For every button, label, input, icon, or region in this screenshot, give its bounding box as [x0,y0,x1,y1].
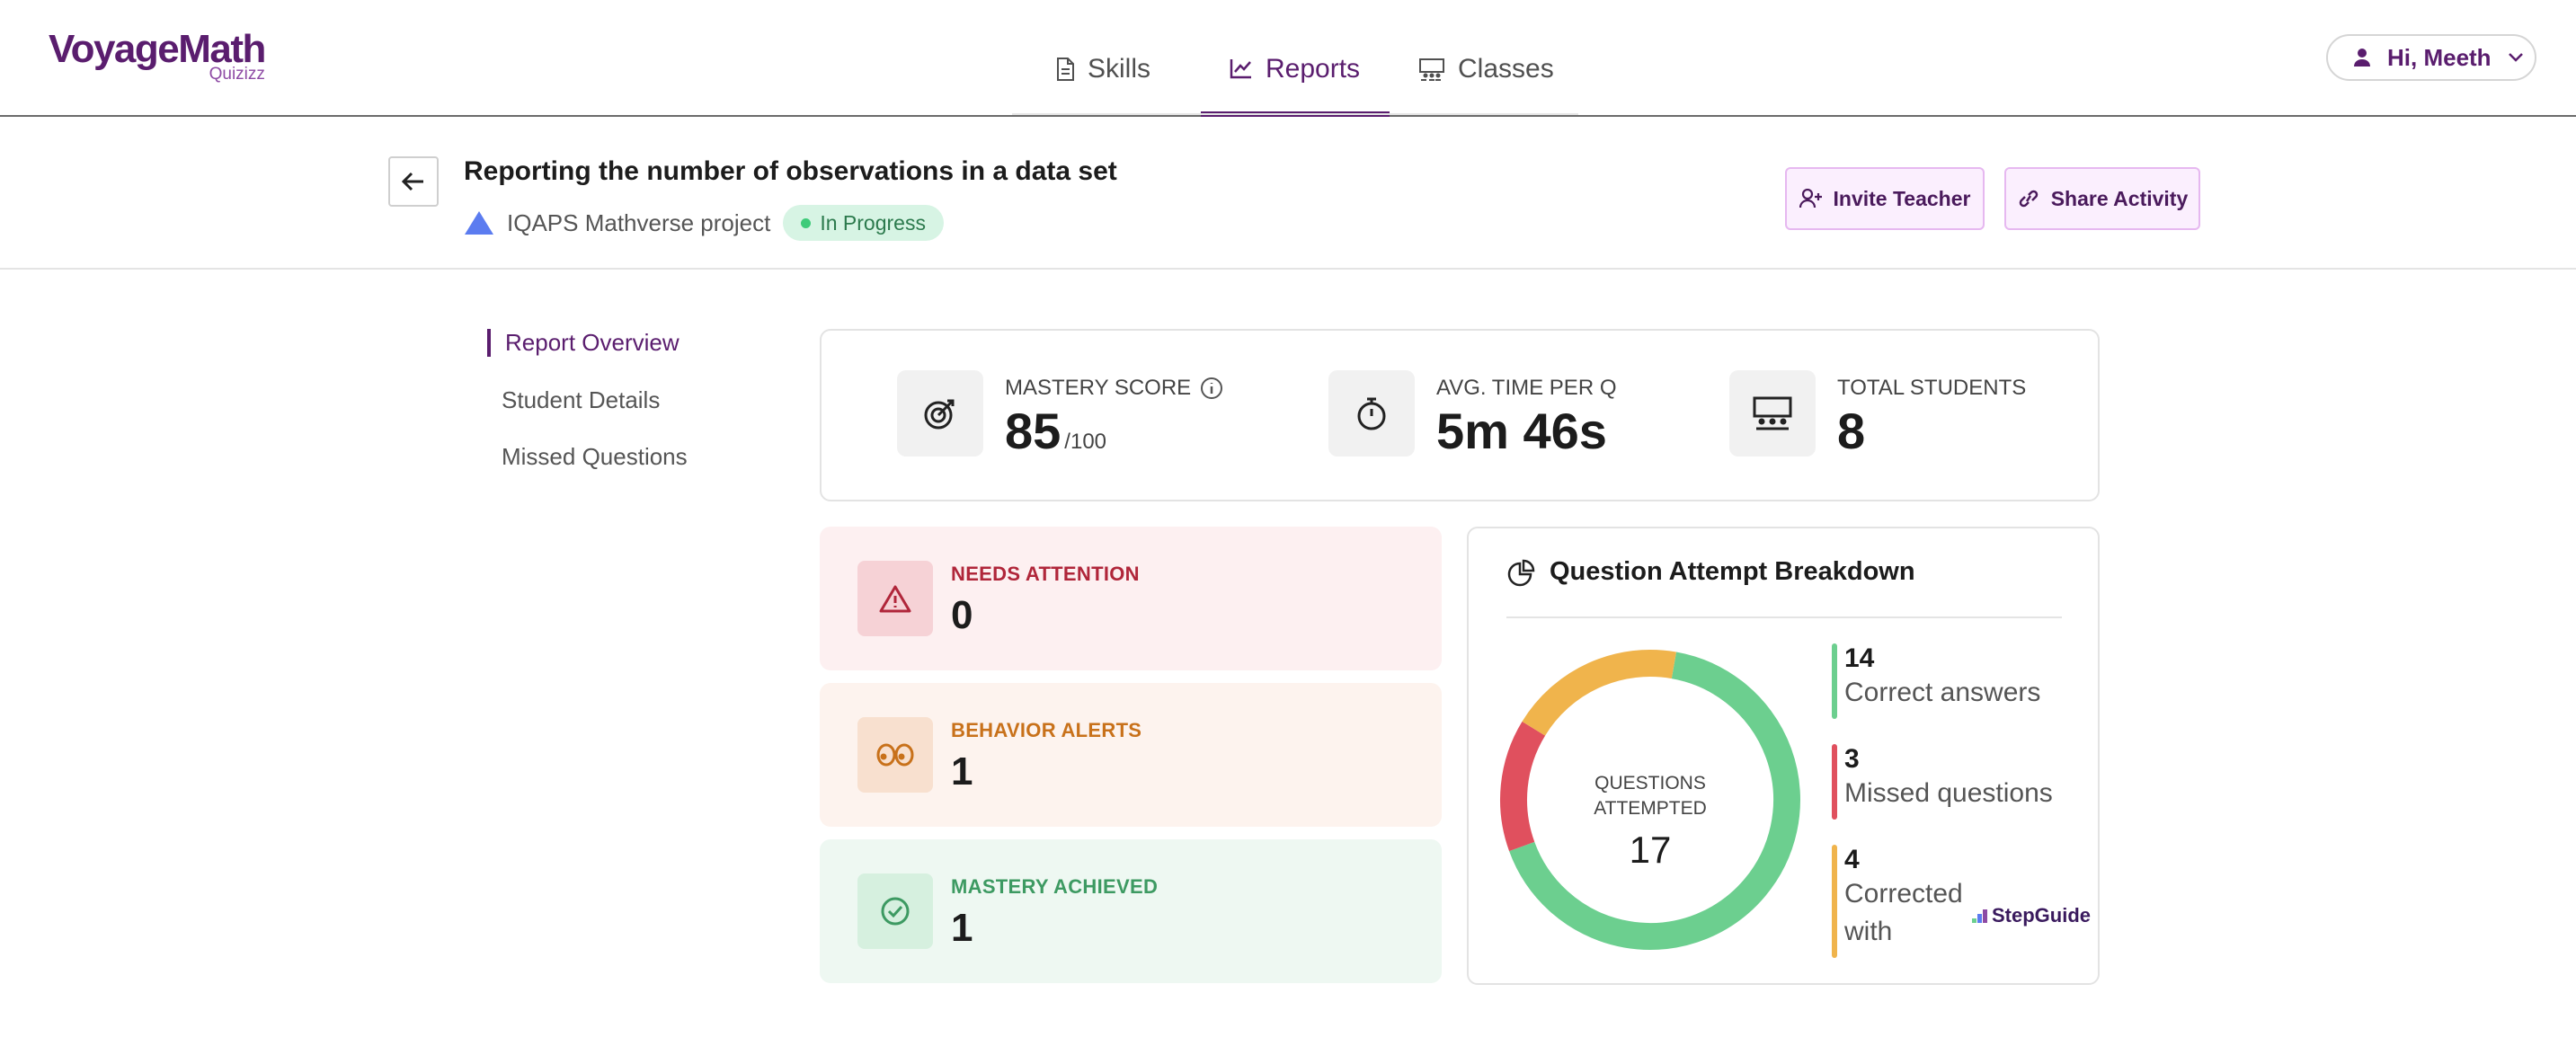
donut-center-label-line2: ATTEMPTED [1594,798,1707,819]
share-activity-label: Share Activity [2050,186,2189,210]
mastery-achieved-label: MASTERY ACHIEVED [951,875,1159,898]
invite-teacher-label: Invite Teacher [1833,186,1971,210]
project-name: IQAPS Mathverse project [507,208,771,236]
target-icon [897,370,983,457]
user-icon [2354,49,2370,66]
stepguide-icon [1972,909,1987,923]
legend-bar-missed [1832,744,1837,820]
add-user-icon [1799,189,1822,208]
triangle-icon [465,211,493,235]
share-activity-button[interactable]: Share Activity [2004,167,2200,230]
status-dot [801,217,812,228]
stepguide-logo: StepGuide [1972,904,2091,927]
user-greeting: Hi, Meeth [2387,43,2492,71]
stepguide-label: StepGuide [1992,904,2092,927]
mastery-score-value: 85 [1005,403,1061,459]
status-badge: In Progress [783,205,944,241]
tab-classes-label: Classes [1458,54,1554,84]
behavior-alerts-value: 1 [951,749,973,794]
activity-meta: IQAPS Mathverse project In Progress [464,205,944,241]
avg-time-stat: AVG. TIME PER Q 5m 46s [1328,370,1616,458]
question-attempt-breakdown-card: Question Attempt Breakdown QUESTIONS ATT… [1467,527,2100,985]
mastery-score-suffix: /100 [1064,430,1107,454]
total-students-label: TOTAL STUDENTS [1837,376,2027,400]
eyes-icon [857,717,933,793]
mastery-achieved-tile[interactable]: MASTERY ACHIEVED 1 [820,839,1442,983]
behavior-alerts-label: BEHAVIOR ALERTS [951,719,1142,741]
chevron-down-icon [2508,53,2523,62]
total-students-value: 8 [1837,403,1866,459]
user-menu-button[interactable]: Hi, Meeth [2326,34,2536,81]
legend-count-correct: 14 [1844,643,1875,673]
activity-title: Reporting the number of observations in … [464,156,1117,186]
donut-center-label-line1: QUESTIONS [1594,773,1706,794]
classroom-icon [1729,370,1816,457]
total-students-stat: TOTAL STUDENTS 8 [1729,370,2026,458]
mastery-score-stat: MASTERY SCORE 85/100 [897,370,1223,469]
tab-reports-label: Reports [1266,54,1361,84]
warning-icon [857,561,933,636]
chart-icon [1230,59,1251,79]
nav-underline [1012,113,1578,115]
app-logo[interactable]: VoyageMath Quizizz [49,27,266,84]
legend-text-missed: Missed questions [1844,778,2053,808]
legend-count-corrected: 4 [1844,845,1860,874]
legend-count-missed: 3 [1844,744,1860,774]
link-icon [2019,190,2038,208]
document-icon [1057,58,1074,81]
avg-time-label: AVG. TIME PER Q [1436,376,1617,400]
check-circle-icon [857,873,933,949]
activity-header: Reporting the number of observations in … [0,117,2576,270]
status-text: In Progress [820,210,926,235]
classroom-icon [1419,58,1444,81]
logo-subtext: Quizizz [209,65,265,84]
donut-segment-missed [1500,721,1546,852]
legend-bar-corrected [1832,845,1837,958]
logo-text: VoyageMath [49,27,266,71]
stopwatch-icon [1328,370,1415,457]
mastery-score-label: MASTERY SCORE [1005,376,1192,400]
back-button[interactable] [388,156,439,207]
arrow-left-icon [402,172,423,191]
legend-item-correct: 14 Correct answers [1832,643,2040,719]
donut-segment-corrected [1522,650,1676,736]
sidebar-item-report-overview[interactable]: Report Overview [487,329,680,357]
donut-center-total: 17 [1630,829,1672,871]
tab-reports[interactable]: Reports [1201,36,1390,117]
breakdown-title: Question Attempt Breakdown [1550,557,1915,586]
legend-bar-correct [1832,643,1837,719]
needs-attention-tile[interactable]: NEEDS ATTENTION 0 [820,527,1442,670]
needs-attention-label: NEEDS ATTENTION [951,563,1140,585]
tab-skills-label: Skills [1088,54,1151,84]
avg-time-value: 5m 46s [1436,403,1607,459]
main-nav-tabs: Skills Reports Classes [1012,36,1578,117]
legend-item-missed: 3 Missed questions [1832,744,2053,820]
pie-chart-icon [1507,559,1535,587]
tab-classes[interactable]: Classes [1418,36,1554,115]
sidebar-item-student-details[interactable]: Student Details [502,386,661,413]
donut-segment-correct [1509,652,1800,950]
tab-skills[interactable]: Skills [1055,36,1150,115]
breakdown-divider [1506,616,2062,618]
legend-item-corrected: 4 Corrected with [1832,845,1963,958]
legend-text-correct: Correct answers [1844,678,2041,707]
behavior-alerts-tile[interactable]: BEHAVIOR ALERTS 1 [820,683,1442,827]
invite-teacher-button[interactable]: Invite Teacher [1785,167,1985,230]
summary-stats-card: MASTERY SCORE 85/100 AVG. TIME PER Q 5m … [820,329,2100,501]
info-icon[interactable] [1200,377,1223,400]
legend-text-corrected: Corrected with [1844,879,1963,946]
mastery-achieved-value: 1 [951,906,973,950]
donut-chart: QUESTIONS ATTEMPTED 17 [1500,650,1800,950]
needs-attention-value: 0 [951,593,973,637]
top-navigation-bar: VoyageMath Quizizz Skills Reports Classe… [0,0,2576,117]
sidebar-item-missed-questions[interactable]: Missed Questions [502,443,688,470]
